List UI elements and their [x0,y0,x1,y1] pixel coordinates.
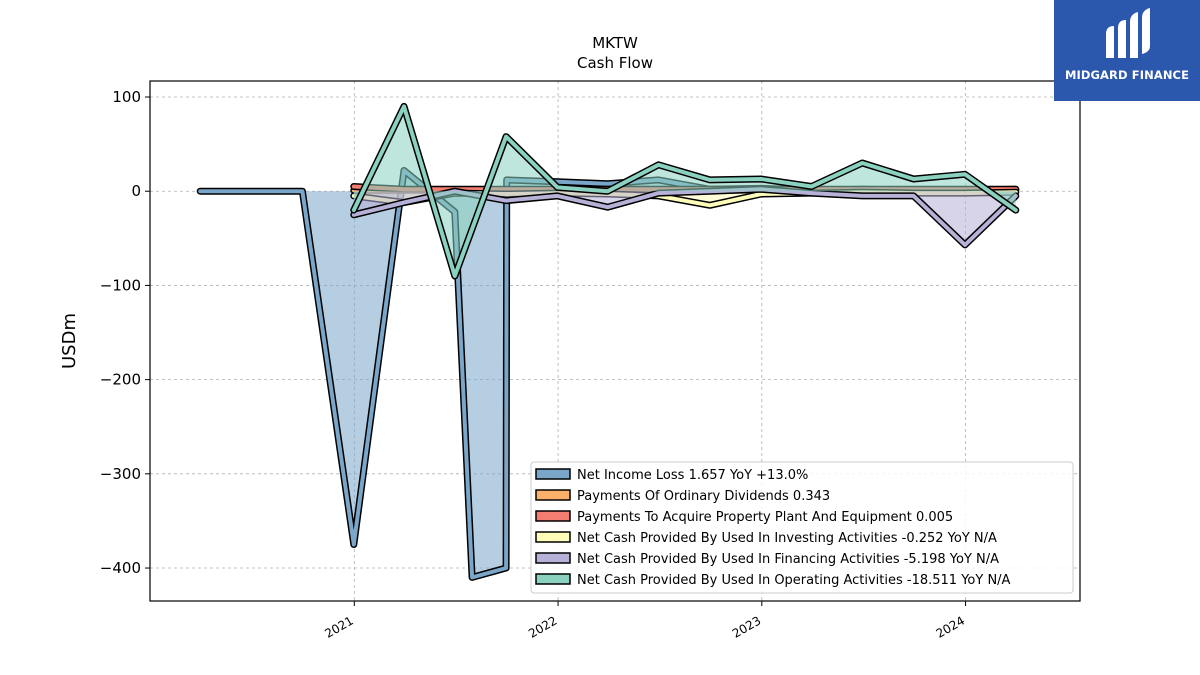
brand-name: MIDGARD FINANCE [1064,68,1190,82]
legend-entry: Net Cash Provided By Used In Operating A… [577,573,1011,588]
x-tick-label: 2023 [730,613,763,640]
y-tick-label: −100 [100,276,141,294]
y-axis-label: USDm [59,313,80,369]
y-tick-label: −200 [100,371,141,389]
y-tick-label: −400 [100,559,141,577]
x-tick-label: 2022 [526,613,559,640]
legend-entry: Net Cash Provided By Used In Financing A… [577,552,999,567]
legend-box [530,461,1074,594]
chart-title: MKTW [592,34,638,52]
brand-logo: MIDGARD FINANCE [1054,0,1200,101]
legend-entry: Payments To Acquire Property Plant And E… [577,510,953,525]
series-area-4 [353,189,1016,245]
legend-swatch [535,489,571,501]
plot-frame [149,80,1081,602]
x-tick-label: 2024 [934,613,967,640]
series-area-0 [200,170,1016,578]
legend-swatch [535,531,571,543]
legend-entry: Payments Of Ordinary Dividends 0.343 [577,489,830,504]
legend-swatch [535,468,571,480]
y-tick-label: 100 [112,88,141,106]
legend: Net Income Loss 1.657 YoY +13.0% Payments… [530,461,1074,594]
y-tick-label: 0 [131,182,141,200]
legend-entry: Net Income Loss 1.657 YoY +13.0% [577,468,808,483]
chart-subtitle: Cash Flow [577,54,653,72]
x-tick-label: 2021 [322,613,355,640]
legend-swatch [535,510,571,522]
legend-entry: Net Cash Provided By Used In Investing A… [577,531,997,546]
y-tick-label: −300 [100,465,141,483]
legend-swatch [535,573,571,585]
series-line-5 [351,104,1018,278]
legend-swatch [535,552,571,564]
midgard-logo-icon [1106,8,1150,58]
